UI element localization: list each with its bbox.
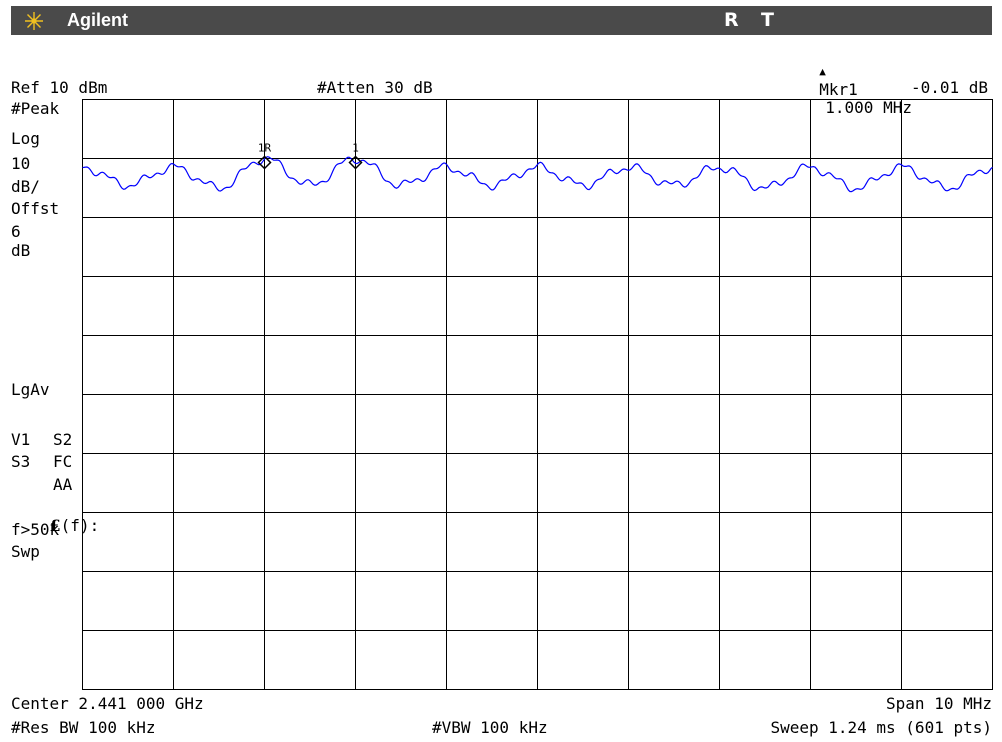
attenuation: #Atten 30 dB [317, 78, 433, 97]
function-value: f>50k [11, 520, 60, 539]
marker-diamond-icon [257, 155, 272, 170]
spectrum-trace [82, 156, 993, 193]
trace-s2: S2 [53, 430, 73, 449]
center-frequency: Center 2.441 000 GHz [11, 694, 204, 713]
ref-level: Ref 10 dBm [11, 78, 108, 97]
video-bandwidth: #VBW 100 kHz [432, 718, 548, 737]
marker-label-0: 1R [258, 142, 272, 155]
trace-s3: S3 [11, 452, 31, 471]
scale-value: 10 [11, 154, 31, 173]
marker-amplitude: -0.01 dB [910, 78, 988, 97]
function-label: £(f): [11, 499, 100, 553]
marker-label: Mkr1 [819, 80, 858, 99]
frequency-span: Span 10 MHz [886, 694, 992, 713]
sweep-time: Sweep 1.24 ms (601 pts) [770, 718, 992, 737]
brand-name: Agilent [67, 10, 128, 30]
trace-v1: V1 [11, 430, 31, 449]
scale-unit: dB/ [11, 177, 40, 196]
marker-label-1: 1 [352, 142, 359, 155]
offset-label: Offst [11, 199, 60, 218]
trigger-indicator: T [761, 9, 774, 31]
graticule [82, 99, 993, 690]
offset-value: 6 [11, 222, 21, 241]
marker-frequency: 1.000 MHz [825, 98, 912, 117]
trace-fc: FC [53, 452, 73, 471]
agilent-spark-icon [25, 12, 43, 30]
title-bar: Agilent R T [11, 6, 992, 35]
pound-symbol: £ [49, 516, 61, 535]
scale-type: Log [11, 129, 40, 148]
sweep-label: Swp [11, 542, 40, 561]
detector-mode: #Peak [11, 99, 60, 118]
markers-layer: 1R 1 [257, 142, 363, 170]
function-suffix: (f): [60, 516, 100, 535]
trace-aa: AA [53, 475, 73, 494]
marker-diamond-icon [348, 155, 363, 170]
remote-indicator: R [724, 9, 739, 31]
graticule-border [82, 99, 993, 690]
average-mode: LgAv [11, 380, 50, 399]
delta-marker-icon: ▲ [819, 65, 826, 78]
marker-readout: ▲ Mkr1 1.000 MHz [800, 45, 912, 117]
offset-unit: dB [11, 241, 31, 260]
resolution-bandwidth: #Res BW 100 kHz [11, 718, 156, 737]
